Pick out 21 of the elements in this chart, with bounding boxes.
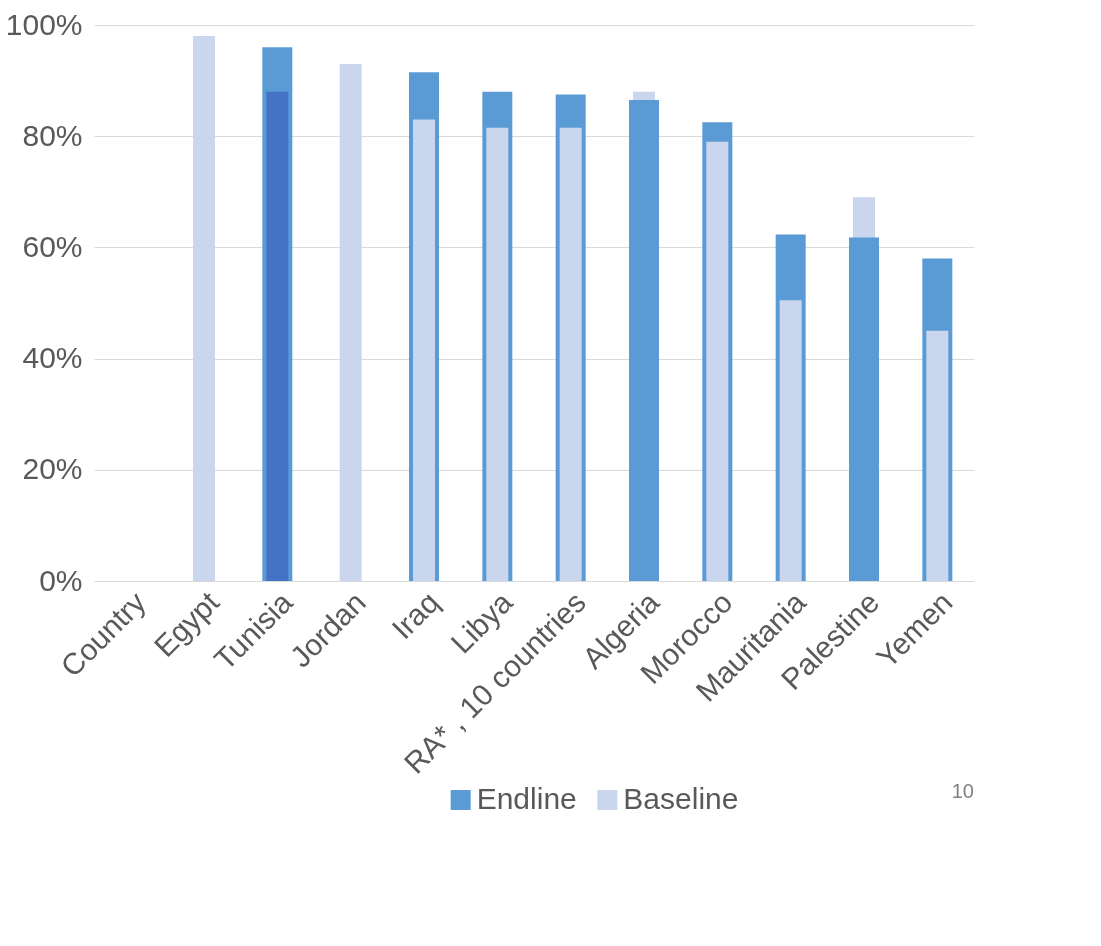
bar: [193, 36, 215, 581]
legend-label: Endline: [476, 782, 577, 815]
bar: [339, 63, 362, 581]
bar: [706, 141, 729, 581]
bar: [926, 330, 949, 581]
bar: [559, 127, 582, 581]
bar: [629, 100, 659, 581]
y-tick-label: 60%: [22, 229, 83, 263]
bar: [266, 91, 289, 581]
y-tick-label: 100%: [5, 7, 83, 41]
bar: [413, 119, 435, 581]
y-tick-label: 40%: [22, 341, 83, 375]
text: 10: [951, 780, 974, 802]
legend-label: Baseline: [623, 782, 739, 815]
bar: [779, 300, 802, 581]
y-tick-label: 80%: [22, 118, 83, 152]
bar: [486, 127, 509, 581]
x-tick-label: Iraq: [385, 585, 446, 646]
y-tick-label: 20%: [22, 452, 83, 486]
y-tick-label: 0%: [39, 563, 83, 597]
bar: [849, 237, 879, 581]
